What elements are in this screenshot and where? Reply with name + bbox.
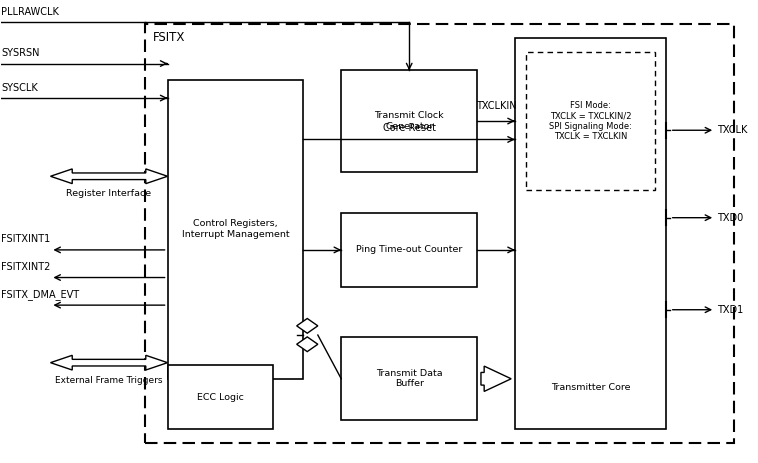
Text: FSITXINT1: FSITXINT1 bbox=[2, 234, 51, 244]
Text: Core Reset: Core Reset bbox=[383, 123, 436, 132]
Text: FSI Mode:
TXCLK = TXCLKIN/2
SPI Signaling Mode:
TXCLK = TXCLKIN: FSI Mode: TXCLK = TXCLKIN/2 SPI Signalin… bbox=[549, 101, 632, 141]
FancyBboxPatch shape bbox=[515, 38, 666, 429]
FancyBboxPatch shape bbox=[341, 338, 478, 420]
Text: TXD1: TXD1 bbox=[717, 305, 744, 315]
FancyBboxPatch shape bbox=[526, 52, 655, 190]
Text: SYSRSN: SYSRSN bbox=[2, 48, 40, 58]
Text: FSITXINT2: FSITXINT2 bbox=[2, 262, 51, 272]
Text: PLLRAWCLK: PLLRAWCLK bbox=[2, 6, 59, 17]
Text: FSITX_DMA_EVT: FSITX_DMA_EVT bbox=[2, 289, 80, 300]
Text: Transmitter Core: Transmitter Core bbox=[551, 383, 630, 393]
Text: ECC Logic: ECC Logic bbox=[197, 393, 244, 402]
Polygon shape bbox=[296, 337, 318, 351]
Text: SYSCLK: SYSCLK bbox=[2, 82, 38, 93]
Polygon shape bbox=[51, 355, 168, 370]
Text: TXCLKIN: TXCLKIN bbox=[476, 101, 516, 111]
Text: FSITX: FSITX bbox=[152, 31, 185, 44]
Text: TXCLK: TXCLK bbox=[717, 125, 747, 135]
Text: Transmit Data
Buffer: Transmit Data Buffer bbox=[376, 369, 443, 388]
Text: Control Registers,
Interrupt Management: Control Registers, Interrupt Management bbox=[182, 219, 290, 239]
Text: Ping Time-out Counter: Ping Time-out Counter bbox=[356, 245, 462, 254]
FancyBboxPatch shape bbox=[168, 80, 303, 379]
Text: Transmit Clock
Generator: Transmit Clock Generator bbox=[374, 111, 444, 131]
Text: Register Interface: Register Interface bbox=[67, 189, 152, 198]
Polygon shape bbox=[51, 169, 168, 184]
FancyBboxPatch shape bbox=[341, 213, 478, 287]
Text: External Frame Triggers: External Frame Triggers bbox=[55, 375, 163, 385]
Polygon shape bbox=[481, 366, 511, 391]
Polygon shape bbox=[296, 319, 318, 333]
FancyBboxPatch shape bbox=[341, 70, 478, 172]
FancyBboxPatch shape bbox=[168, 365, 274, 429]
FancyBboxPatch shape bbox=[145, 25, 734, 443]
Text: TXD0: TXD0 bbox=[717, 213, 744, 223]
